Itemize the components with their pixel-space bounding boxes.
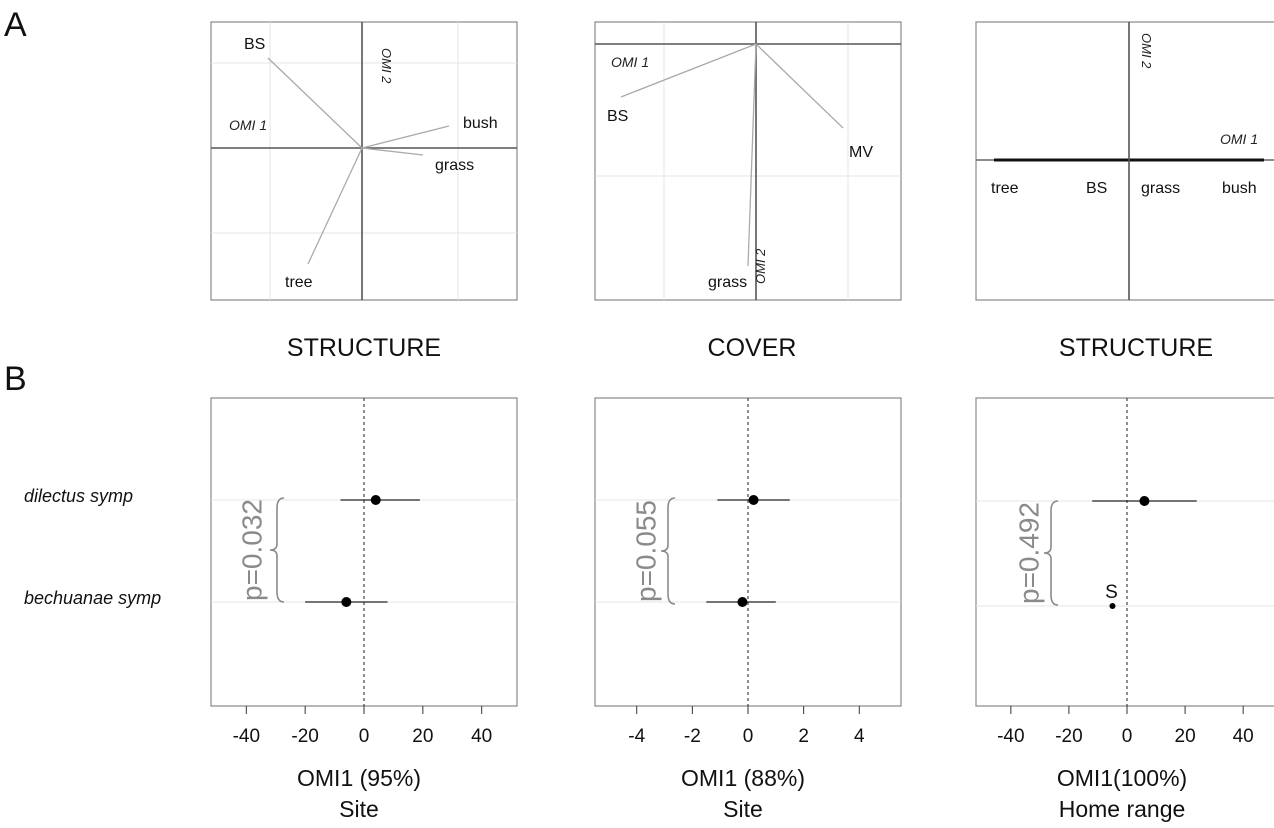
x-tick-label: -20: [291, 726, 318, 747]
variable-label-grass: grass: [1141, 180, 1180, 197]
biplot-title-3: STRUCTURE: [1059, 334, 1213, 362]
axis-label-omi2: OMI 2: [379, 48, 394, 84]
x-tick-label: 40: [471, 726, 492, 747]
x-tick-label: 2: [798, 726, 809, 747]
vector-grass: [361, 147, 424, 156]
vector-tree: [307, 147, 363, 265]
x-tick-label: 0: [743, 726, 754, 747]
x-axis-label: OMI1 (88%): [681, 765, 805, 791]
vector-label-bs: BS: [607, 108, 628, 125]
vector-grass: [747, 43, 757, 267]
x-tick-label: 40: [1233, 726, 1254, 747]
point-estimate: [1139, 496, 1150, 506]
point-estimate: [1109, 603, 1116, 609]
vector-bs: [620, 43, 757, 98]
x-axis-label: OMI1 (95%): [297, 765, 421, 791]
significance-brace: [269, 497, 285, 603]
biplot-frame: [975, 21, 1274, 301]
vector-label-bush: bush: [463, 115, 498, 132]
vector-label-mv: MV: [849, 144, 873, 161]
biplot-frame: [210, 21, 518, 301]
point-estimate: [748, 495, 759, 505]
x-axis-sublabel: Home range: [1059, 796, 1186, 822]
vector-label-tree: tree: [285, 274, 313, 291]
interval-panel-2: -4 -2 0 2 4 p=0.055 OMI1 (88%) Site: [594, 397, 902, 822]
panel-label-b: B: [4, 360, 27, 398]
variable-label-bs: BS: [1086, 180, 1107, 197]
axis-label-omi2: OMI 2: [753, 248, 768, 284]
axis-label-omi1: OMI 1: [229, 117, 267, 133]
biplot-cover: OMI 1 OMI 2 BS MV grass: [594, 21, 902, 301]
x-axis-sublabel: Site: [723, 796, 763, 822]
vector-bs: [267, 57, 363, 149]
point-estimate: [370, 495, 381, 505]
x-tick-label: 0: [1122, 726, 1133, 747]
panel-label-a: A: [4, 6, 27, 44]
vector-label-grass: grass: [435, 157, 474, 174]
vector-label-bs: BS: [244, 36, 265, 53]
biplot-structure-1: OMI 1 OMI 2 BS bush grass tree: [210, 21, 518, 301]
axis-label-omi2: OMI 2: [1139, 33, 1154, 69]
axis-label-omi1: OMI 1: [611, 54, 649, 70]
point-estimate: [737, 597, 748, 607]
x-tick-label: -20: [1055, 726, 1082, 747]
p-value-label: p=0.492: [1014, 502, 1045, 604]
p-value-label: p=0.055: [631, 500, 662, 602]
variable-label-tree: tree: [991, 180, 1019, 197]
x-tick-label: 20: [1175, 726, 1196, 747]
species-label-bechuanae: bechuanae symp: [24, 588, 161, 608]
biplot-title-1: STRUCTURE: [287, 334, 441, 362]
point-estimate: [341, 597, 352, 607]
biplot-structure-2: OMI 1 OMI 2 tree BS grass bush: [975, 21, 1274, 301]
x-tick-label: 4: [854, 726, 865, 747]
interval-panel-3: -40 -20 0 20 40 Sp=0.492 OMI1(100%) Home range: [975, 397, 1274, 822]
p-value-label: p=0.032: [237, 499, 268, 601]
x-tick-label: -4: [628, 726, 645, 747]
x-tick-label: -40: [997, 726, 1024, 747]
interval-panel-1: -40 -20 0 20 40 p=0.032 OMI1 (95%) Site: [210, 397, 518, 822]
x-tick-label: -2: [684, 726, 701, 747]
x-axis-label: OMI1(100%): [1057, 765, 1187, 791]
x-tick-label: 0: [359, 726, 370, 747]
point-annotation: S: [1105, 582, 1118, 603]
species-label-dilectus: dilectus symp: [24, 486, 133, 506]
significance-brace: [660, 497, 676, 605]
vector-label-grass: grass: [708, 274, 747, 291]
axis-label-omi1: OMI 1: [1220, 131, 1258, 147]
x-tick-label: -40: [233, 726, 260, 747]
biplot-title-2: COVER: [708, 334, 797, 362]
vector-bush: [361, 125, 450, 149]
vector-mv: [755, 43, 844, 129]
x-axis-sublabel: Site: [339, 796, 379, 822]
biplot-frame: [594, 21, 902, 301]
x-tick-label: 20: [412, 726, 433, 747]
significance-brace: [1043, 500, 1059, 606]
variable-label-bush: bush: [1222, 180, 1257, 197]
